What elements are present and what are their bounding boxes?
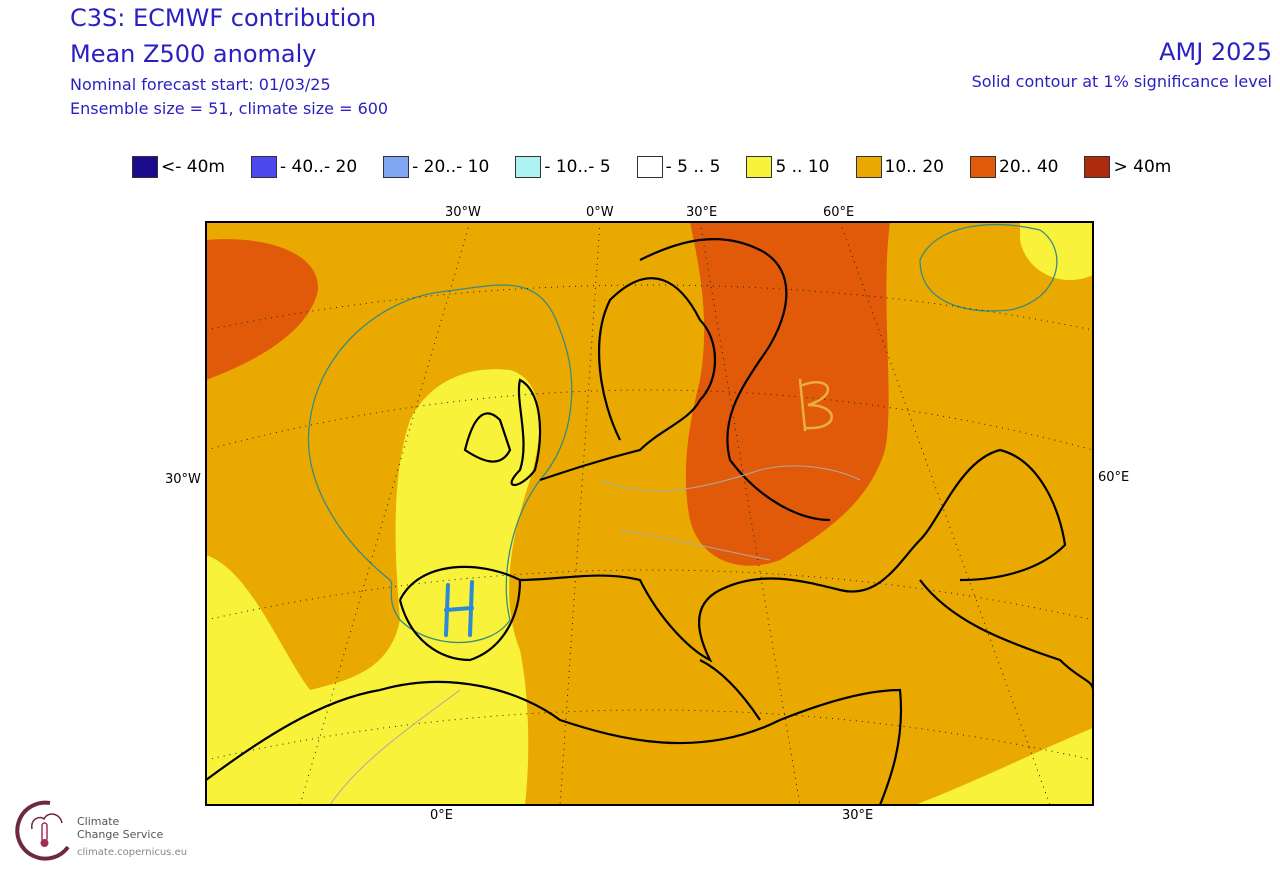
legend-item: - 40..- 20: [250, 156, 358, 178]
ensemble-info: Ensemble size = 51, climate size = 600: [70, 99, 389, 118]
legend-item: 10.. 20: [855, 156, 944, 178]
anomaly-region-20-40: [685, 222, 890, 566]
chart-title: C3S: ECMWF contribution: [70, 4, 377, 32]
significance-contour: [919, 223, 1058, 312]
legend-item: 20.. 40: [970, 156, 1058, 178]
legend-item: 5 .. 10: [746, 156, 830, 178]
blocking-annotation: [798, 378, 833, 432]
logo-name-2: Change Service: [77, 828, 164, 841]
chart-subtitle: Mean Z500 anomaly: [70, 40, 317, 68]
legend-swatch: [855, 156, 882, 178]
significance-contour: [307, 284, 573, 644]
legend-swatch: [746, 156, 773, 178]
forecast-start: Nominal forecast start: 01/03/25: [70, 75, 331, 94]
lon-label-bottom: 30°E: [842, 808, 874, 823]
graticule: [206, 222, 1093, 805]
legend-swatch: [1084, 156, 1111, 178]
lon-label-top: 60°E: [823, 205, 855, 220]
legend-label: - 40..- 20: [279, 157, 358, 177]
legend-swatch: [383, 156, 410, 178]
legend-swatch: [132, 156, 158, 178]
legend-item: - 20..- 10: [383, 156, 489, 178]
legend-label: - 20..- 10: [412, 157, 490, 177]
period-label: AMJ 2025: [1159, 38, 1272, 66]
legend-item: - 10..- 5: [515, 156, 611, 178]
legend-label: - 5 .. 5: [665, 157, 721, 177]
legend-swatch: [515, 156, 542, 178]
lon-label-top: 30°E: [686, 205, 718, 220]
anomaly-region-5-10: [1020, 222, 1093, 281]
logo-name-1: Climate: [77, 815, 120, 828]
borders: [329, 465, 861, 805]
lon-label-left: 30°W: [165, 472, 201, 487]
anomaly-region-20-40: [206, 239, 319, 380]
legend-item: - 5 .. 5: [636, 156, 721, 178]
lon-label-bottom: 0°E: [430, 808, 453, 823]
color-legend: <- 40m - 40..- 20 - 20..- 10 - 10..- 5 - 5 .…: [132, 156, 1197, 178]
anomaly-map: [205, 221, 1094, 806]
significance-note: Solid contour at 1% significance level: [971, 72, 1272, 91]
high-pressure-annotation: [444, 580, 474, 637]
legend-label: - 10..- 5: [544, 157, 611, 177]
legend-item: > 40m: [1084, 156, 1171, 178]
legend-label: <- 40m: [161, 157, 225, 177]
logo-url: climate.copernicus.eu: [77, 847, 188, 858]
anomaly-region-5-10: [206, 369, 540, 805]
legend-item: <- 40m: [132, 156, 225, 178]
lon-label-top: 30°W: [445, 205, 481, 220]
legend-label: > 40m: [1113, 157, 1172, 177]
anomaly-region-5-10: [915, 728, 1093, 805]
legend-label: 5 .. 10: [775, 157, 830, 177]
copernicus-logo: Climate Change Service climate.copernicu…: [10, 795, 200, 865]
thermometer-cloud-icon: [15, 800, 70, 861]
legend-swatch: [970, 156, 996, 178]
legend-swatch: [250, 156, 277, 178]
coastlines: [206, 238, 1093, 805]
lon-label-top: 0°W: [586, 205, 614, 220]
legend-label: 20.. 40: [999, 157, 1059, 177]
legend-swatch: [636, 156, 663, 178]
lon-label-right: 60°E: [1098, 470, 1130, 485]
legend-label: 10.. 20: [884, 157, 944, 177]
